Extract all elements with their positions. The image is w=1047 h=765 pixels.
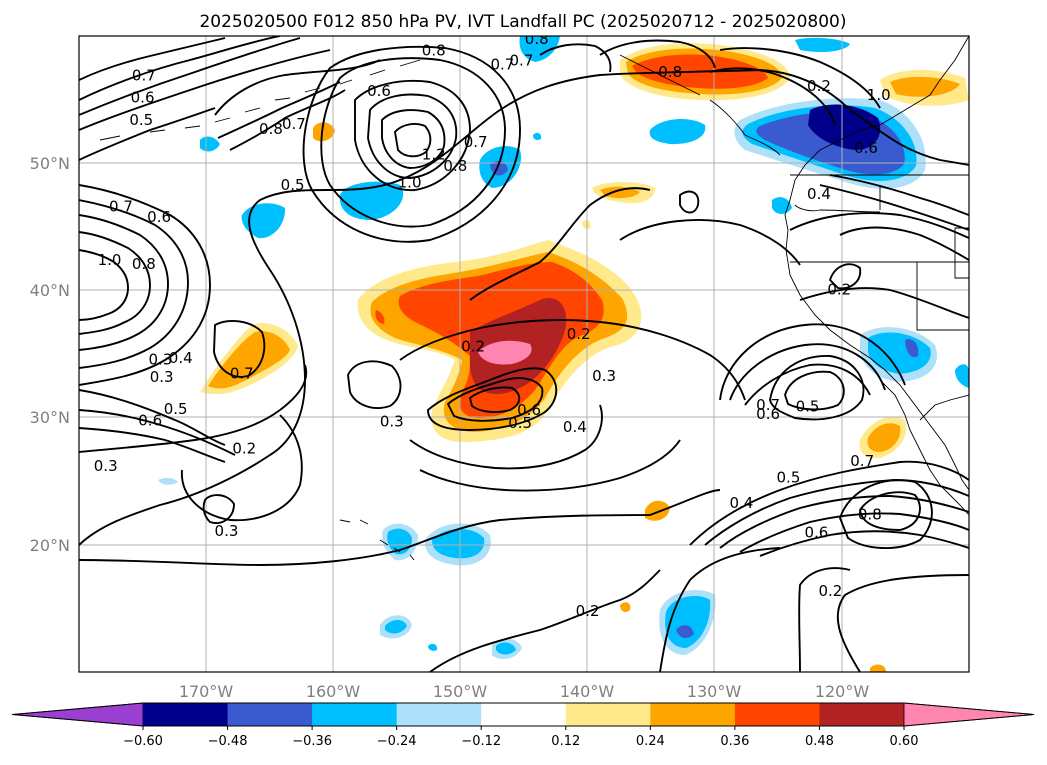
contour-label: 0.3 (592, 367, 616, 385)
contour-label: 0.3 (94, 457, 118, 475)
colorbar-cell (312, 703, 398, 726)
contour-label: 0.5 (129, 111, 153, 129)
contour-label: 0.5 (796, 397, 820, 415)
contour-label: 0.7 (490, 55, 514, 73)
contour-label: 0.8 (858, 506, 882, 524)
colorbar-cell (481, 703, 567, 726)
contour-label: 0.7 (464, 133, 488, 151)
contour-label: 0.7 (756, 396, 780, 414)
lat-axis: 20°N 30°N 40°N 50°N (30, 154, 70, 555)
colorbar-cell (734, 703, 820, 726)
contour-label: 0.7 (510, 51, 534, 69)
lon-tick-label: 120°W (815, 682, 870, 701)
contour-label: 0.5 (777, 469, 801, 487)
contour-label: 0.3 (215, 522, 239, 540)
contour-label: 0.8 (422, 41, 446, 59)
colorbar-tick-label: −0.60 (123, 734, 163, 749)
lon-tick-label: 140°W (560, 682, 615, 701)
map-frame (78, 35, 970, 673)
colorbar: −0.60 −0.48 −0.36 −0.24 −0.12 0.12 0.24 0.36 0.4… (11, 702, 1035, 749)
colorbar-extend-high (903, 702, 1035, 727)
contour-label: 0.6 (517, 401, 541, 419)
pv-contours (79, 36, 969, 672)
contour-label: 0.2 (818, 582, 842, 600)
contour-label: 0.6 (131, 88, 155, 106)
contour-label: 0.6 (804, 523, 828, 541)
contour-label: 0.5 (164, 400, 188, 418)
colorbar-cell (819, 703, 905, 726)
colorbar-tick-label: 0.24 (636, 734, 665, 749)
contour-label: 0.8 (259, 120, 283, 138)
contour-label: 0.7 (850, 452, 874, 470)
colorbar-cell (650, 703, 736, 726)
contour-label: 0.2 (567, 325, 591, 343)
contour-label: 0.4 (169, 349, 193, 367)
lon-tick-label: 130°W (687, 682, 742, 701)
colorbar-tick-label: −0.36 (292, 734, 332, 749)
contour-label: 0.6 (854, 139, 878, 157)
colorbar-tick-label: 0.36 (720, 734, 749, 749)
contour-label: 0.5 (508, 414, 532, 432)
lon-tick-label: 170°W (179, 682, 234, 701)
contour-label: 0.2 (807, 77, 831, 95)
lon-tick-label: 150°W (433, 682, 488, 701)
contour-label: 0.5 (281, 176, 305, 194)
contour-label: 0.8 (443, 157, 467, 175)
contour-label: 0.7 (282, 115, 306, 133)
colorbar-tick-label: 0.12 (551, 734, 580, 749)
coastlines (99, 36, 969, 561)
contour-label: 1.0 (867, 86, 891, 104)
contour-label: 0.6 (756, 405, 780, 423)
contour-label: 0.4 (807, 185, 831, 203)
contour-label: 0.4 (729, 494, 753, 512)
colorbar-tick-label: 0.48 (805, 734, 834, 749)
colorbar-tick-label: −0.48 (208, 734, 248, 749)
contour-label: 0.2 (827, 280, 851, 298)
contour-label: 0.6 (367, 82, 391, 100)
contour-label: 0.8 (525, 30, 549, 48)
contour-label: 0.7 (132, 67, 156, 85)
ivt-negative-shading (158, 36, 969, 660)
figure-title: 2025020500 F012 850 hPa PV, IVT Landfall… (199, 12, 846, 32)
contour-label: 0.7 (230, 364, 254, 382)
colorbar-tick-label: −0.24 (377, 734, 417, 749)
contour-label: 1.2 (422, 146, 446, 164)
contour-labels: 0.70.60.5 0.8 0.70.60.80.7 0.81.21.00.80.70… (94, 30, 891, 620)
colorbar-tick-label: 0.60 (890, 734, 919, 749)
map-area: 0.70.60.5 0.8 0.70.60.80.7 0.81.21.00.80.70… (79, 30, 969, 672)
contour-label: 0.2 (576, 602, 600, 620)
colorbar-extend-low (11, 702, 144, 727)
lat-tick-label: 40°N (30, 281, 70, 300)
contour-label: 0.7 (109, 198, 133, 216)
contour-label: 0.3 (148, 350, 172, 368)
contour-label: 0.8 (658, 63, 682, 81)
colorbar-cell (396, 703, 482, 726)
colorbar-tick-label: −0.12 (461, 734, 501, 749)
contour-label: 0.2 (461, 338, 485, 356)
contour-label: 0.3 (380, 413, 404, 431)
colorbar-cell (565, 703, 651, 726)
colorbar-cell (227, 703, 313, 726)
lon-axis: 170°W 160°W 150°W 140°W 130°W 120°W (179, 682, 870, 701)
contour-label: 1.0 (98, 251, 122, 269)
contour-label: 0.8 (132, 255, 156, 273)
contour-label: 0.6 (138, 411, 162, 429)
lat-tick-label: 50°N (30, 154, 70, 173)
contour-label: 1.0 (398, 174, 422, 192)
lon-tick-label: 160°W (306, 682, 361, 701)
lat-tick-label: 20°N (30, 536, 70, 555)
contour-label: 0.4 (563, 418, 587, 436)
lat-tick-label: 30°N (30, 408, 70, 427)
contour-label: 0.6 (147, 208, 171, 226)
colorbar-cell (143, 703, 229, 726)
contour-label: 0.3 (150, 368, 174, 386)
contour-label: 0.2 (232, 439, 256, 457)
